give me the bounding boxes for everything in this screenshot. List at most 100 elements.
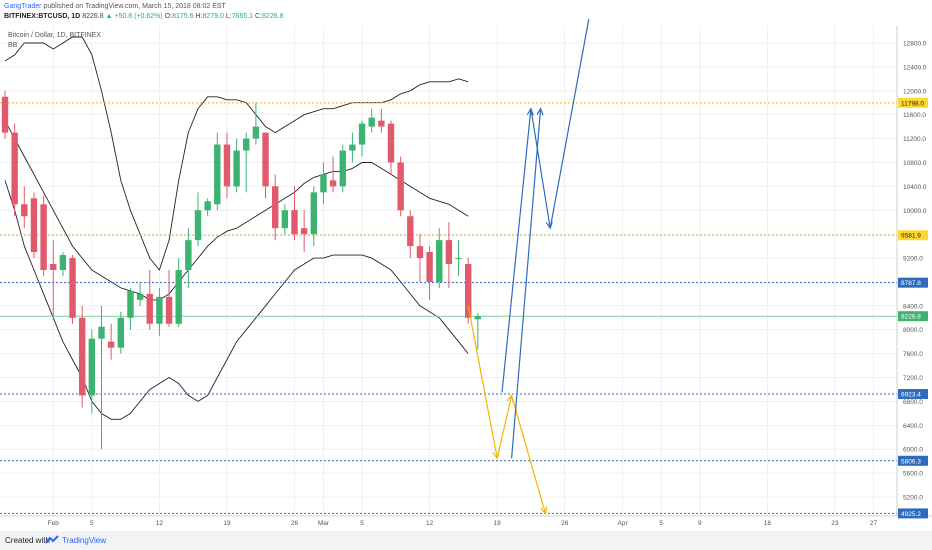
candle[interactable] [21,186,28,229]
candle[interactable] [136,281,144,306]
publish-info: published on TradingView.com, March 15, … [41,3,226,10]
price-tick-label: 8000.0 [903,327,923,334]
candle-body [445,240,453,265]
candle[interactable] [223,132,231,199]
candle-body [329,180,337,187]
candle[interactable] [107,323,115,360]
candle[interactable] [320,162,327,205]
candle-body [21,204,28,217]
candle[interactable] [156,287,163,336]
candle[interactable] [30,192,38,259]
price-tags: 11798.0 9581.9 8787.8 8226.8 6923.4 5806.3 492… [898,97,928,519]
price-tag [898,508,928,519]
candle-body [436,240,443,282]
candle[interactable] [358,120,366,157]
candle[interactable] [146,270,153,330]
candle-body [397,162,404,211]
price-tick-label: 5200.0 [903,495,923,502]
projection-path[interactable] [501,18,590,393]
arrowhead-icon [540,506,548,515]
tradingview-link[interactable]: TradingView [62,536,107,545]
arrowhead-icon [492,451,500,460]
projection-path[interactable] [511,108,542,459]
candle[interactable] [204,198,211,217]
candle[interactable] [50,240,57,318]
candle[interactable] [349,132,356,163]
price-chart[interactable]: Bitcoin / Dollar, 1D, BITFINEX BB 5200.0… [0,0,932,531]
candle-body [79,317,86,396]
candle[interactable] [291,186,298,241]
candle[interactable] [272,174,279,241]
candle[interactable] [378,108,385,133]
time-tick-label: 12 [426,520,434,527]
projection-path[interactable] [467,305,546,514]
up-triangle-icon: ▲ [105,13,113,20]
candle[interactable] [310,186,317,247]
candle-body [1,96,9,133]
candle-body [107,341,115,348]
candle[interactable] [397,156,404,217]
candle-body [272,186,279,229]
candle[interactable] [1,90,9,139]
candle[interactable] [127,287,134,330]
candle[interactable] [436,228,443,288]
candle[interactable] [445,222,453,288]
candle[interactable] [252,102,260,145]
candle-body [233,150,240,187]
candle[interactable] [339,144,346,193]
candle[interactable] [387,120,395,175]
candle[interactable] [455,240,462,276]
time-tick-label: 5 [360,520,364,527]
price-tag [898,97,928,108]
candle[interactable] [11,123,18,217]
price-axis: 5200.0 5600.0 6000.0 6400.0 6800.0 7200.0 7600… [903,41,927,502]
created-with-text: Created with [5,536,50,545]
candle[interactable] [300,210,308,253]
candle[interactable] [426,246,433,300]
candle-body [358,123,366,145]
candle-body [426,252,433,282]
candle[interactable] [175,258,182,327]
candle[interactable] [233,138,240,193]
price-tag [898,277,928,288]
candle-body [291,210,298,235]
price-tag-label: 4925.2 [901,511,921,518]
author-link[interactable]: GangTrader [4,3,42,10]
candle[interactable] [262,132,269,199]
price-tag-label: 5806.3 [901,458,921,465]
candle-body [465,264,472,318]
candle[interactable] [474,313,482,350]
candle-body [387,123,395,163]
candle[interactable] [59,252,67,276]
candle[interactable] [281,204,289,235]
price-tag-label: 8226.8 [901,314,921,321]
candle-body [11,132,18,205]
candle[interactable] [368,108,375,133]
candle-body [262,132,269,187]
candle-body [300,228,308,235]
candle[interactable] [329,156,337,193]
candle[interactable] [98,305,105,450]
price-tick-label: 10800.0 [903,160,927,167]
time-tick-label: 26 [291,520,299,527]
price-tick-label: 9200.0 [903,256,923,263]
candle[interactable] [165,270,173,327]
candle[interactable] [465,258,472,324]
price-tick-label: 12400.0 [903,64,927,71]
time-tick-label: Feb [48,520,60,527]
candle[interactable] [407,210,414,259]
candle-body [407,216,414,247]
candle[interactable] [185,228,192,288]
price-tag-label: 9581.9 [901,233,921,240]
candle[interactable] [117,311,124,354]
candle[interactable] [243,132,250,193]
low-label: L: [225,13,232,20]
candle[interactable] [194,192,202,247]
candle-body [30,198,38,253]
candle[interactable] [79,305,86,408]
candle[interactable] [40,195,47,276]
candle[interactable] [88,329,96,414]
candle[interactable] [416,234,424,282]
candle[interactable] [214,132,221,211]
candle[interactable] [69,255,76,324]
